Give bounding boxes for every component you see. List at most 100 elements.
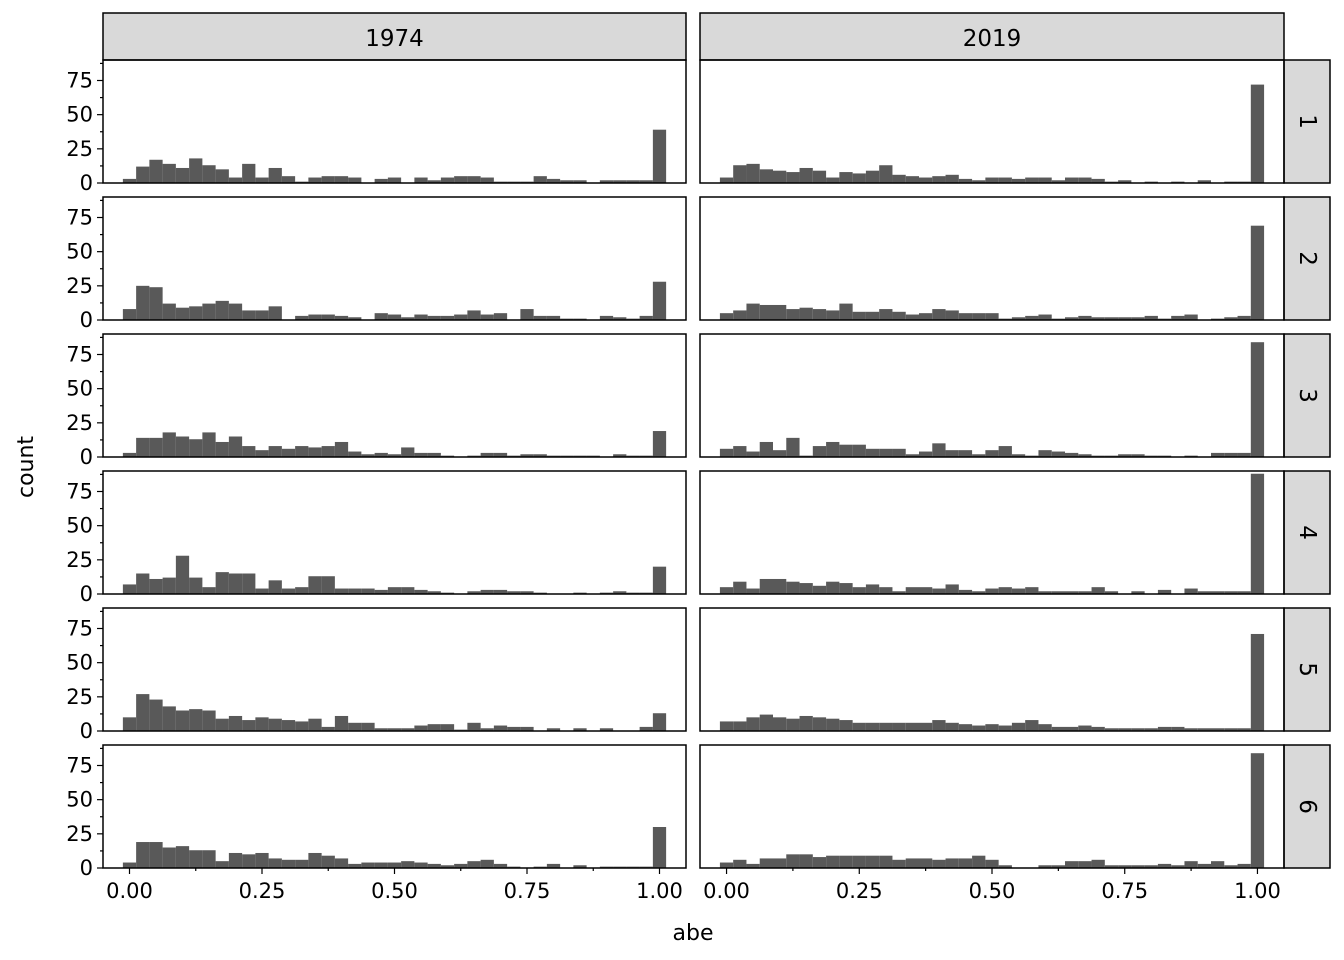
histogram-bar (1184, 861, 1198, 868)
histogram-bar (759, 714, 773, 731)
histogram-bar (773, 450, 787, 457)
histogram-bar (839, 855, 853, 868)
row-strip-5 (1283, 607, 1331, 732)
histogram-bar (1011, 454, 1026, 457)
histogram-bar (136, 694, 150, 731)
histogram-bar (1104, 728, 1119, 731)
histogram-bar (189, 850, 203, 868)
column-strip-1974 (102, 12, 687, 61)
histogram-bar (374, 313, 388, 320)
y-tick-label: 50 (66, 377, 93, 401)
histogram-bar (919, 722, 933, 731)
histogram-bar (652, 827, 667, 868)
histogram-bar (958, 450, 973, 457)
histogram-bar (215, 861, 229, 868)
histogram-bar (773, 304, 787, 320)
histogram-bar (1144, 728, 1158, 731)
histogram-bar (175, 307, 190, 320)
histogram-bar (401, 861, 415, 868)
histogram-bar (202, 850, 216, 868)
histogram-bar (1025, 720, 1039, 731)
histogram-bar (387, 728, 402, 731)
histogram-bar (467, 722, 481, 731)
histogram-bar (1051, 451, 1065, 457)
histogram-bar (334, 315, 349, 320)
histogram-bar (1091, 178, 1105, 183)
histogram-bar (189, 709, 203, 731)
histogram-bar (1131, 317, 1145, 320)
histogram-bar (972, 591, 986, 594)
histogram-bar (560, 180, 574, 183)
panel-frame (102, 59, 687, 184)
histogram-bar (308, 314, 322, 320)
histogram-bar (1131, 728, 1145, 731)
histogram-bar (852, 311, 866, 320)
histogram-bar (162, 847, 176, 868)
histogram-bar (865, 584, 880, 594)
x-tick-label: 0.50 (969, 879, 1016, 903)
y-axis-row-1: 0 25 50 75 (66, 62, 103, 195)
column-strip-2019 (699, 12, 1285, 61)
histogram-bar (281, 448, 296, 457)
histogram-bar (268, 580, 282, 594)
histogram-bar (613, 454, 627, 457)
histogram-bar (613, 591, 627, 594)
y-tick-label: 75 (66, 343, 93, 367)
histogram-bar (122, 584, 137, 594)
histogram-bar (149, 578, 163, 594)
histogram-bar (480, 589, 494, 594)
histogram-bar (719, 177, 734, 183)
histogram-bar (1118, 865, 1132, 868)
histogram-bar (440, 177, 455, 183)
histogram-bar (493, 313, 508, 320)
histogram-bar (520, 726, 534, 731)
histogram-bar (202, 303, 216, 320)
y-tick-label: 75 (66, 754, 93, 778)
y-tick-label: 25 (66, 274, 93, 298)
histogram-bar (826, 855, 840, 868)
histogram-bar (905, 314, 919, 320)
histogram-bar (998, 865, 1012, 868)
histogram-bar (733, 859, 747, 868)
histogram-bar (361, 722, 375, 731)
panel-2019-4 (699, 470, 1285, 595)
histogram-bar (1118, 317, 1132, 320)
histogram-bar (546, 728, 561, 731)
histogram-bar (1211, 591, 1225, 594)
histogram-bar (427, 315, 441, 320)
histogram-bar (255, 717, 269, 731)
histogram-bar (295, 721, 309, 731)
histogram-bar (480, 452, 494, 457)
histogram-bar (348, 863, 362, 868)
histogram-bar (1237, 452, 1251, 457)
panel-frame (102, 744, 687, 869)
histogram-bar (932, 720, 946, 731)
panel-2019-6 (699, 744, 1285, 869)
histogram-bar (321, 176, 335, 183)
panel-2019-5 (699, 607, 1285, 732)
histogram-bar (1157, 863, 1172, 868)
histogram-bar (374, 178, 388, 183)
histogram-bar (799, 307, 813, 320)
histogram-bar (1197, 728, 1211, 731)
histogram-bar (1250, 225, 1265, 320)
histogram-bar (467, 861, 481, 868)
histogram-bar (998, 177, 1012, 183)
panel-frame (102, 470, 687, 595)
histogram-bar (149, 699, 163, 731)
histogram-bar (175, 436, 190, 457)
histogram-bar (374, 452, 388, 457)
histogram-bar (613, 180, 627, 183)
histogram-bar (1038, 314, 1052, 320)
histogram-bar (493, 452, 508, 457)
panel-1974-4 (102, 470, 687, 595)
histogram-bar (786, 309, 800, 320)
row-strip-label: 1 (1294, 114, 1320, 129)
histogram-bar (268, 167, 282, 183)
histogram-bar (865, 170, 880, 183)
histogram-bar (879, 855, 893, 868)
histogram-bar (812, 857, 827, 868)
histogram-bar (599, 180, 614, 183)
histogram-bar (773, 858, 787, 868)
